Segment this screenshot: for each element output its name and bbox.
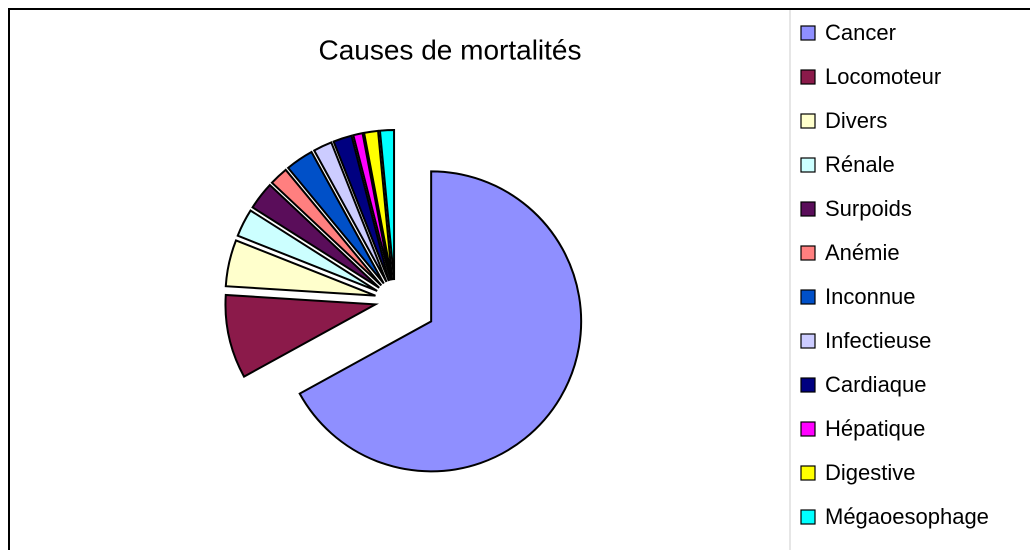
legend-label: Surpoids bbox=[825, 196, 912, 221]
legend-label: Mégaoesophage bbox=[825, 504, 989, 529]
legend-swatch bbox=[800, 333, 816, 349]
pie-slice bbox=[312, 141, 388, 283]
pie-slice bbox=[378, 129, 396, 281]
pie-slice bbox=[224, 293, 379, 378]
legend-swatch bbox=[800, 289, 816, 305]
pie-slice bbox=[270, 168, 383, 287]
pie-slice bbox=[224, 239, 376, 297]
legend-label: Cancer bbox=[825, 20, 896, 45]
legend-label: Locomoteur bbox=[825, 64, 941, 89]
legend-swatch bbox=[800, 113, 816, 129]
legend-label: Divers bbox=[825, 108, 887, 133]
legend-swatch bbox=[800, 245, 816, 261]
chart-title: Causes de mortalités bbox=[318, 34, 581, 65]
pie-slice bbox=[332, 134, 390, 282]
pie-slice bbox=[236, 209, 378, 292]
legend-swatch bbox=[800, 25, 816, 41]
legend-label: Rénale bbox=[825, 152, 895, 177]
legend-label: Infectieuse bbox=[825, 328, 931, 353]
pie-slice bbox=[352, 131, 392, 281]
pie-slice bbox=[298, 170, 583, 473]
legend-label: Hépatique bbox=[825, 416, 925, 441]
legend-swatch bbox=[800, 421, 816, 437]
legend-label: Inconnue bbox=[825, 284, 916, 309]
pie-slice bbox=[362, 129, 394, 281]
legend-swatch bbox=[800, 509, 816, 525]
legend-swatch bbox=[800, 157, 816, 173]
legend-swatch bbox=[800, 69, 816, 85]
pie-slice bbox=[251, 183, 380, 289]
legend-label: Cardiaque bbox=[825, 372, 927, 397]
legend-swatch bbox=[800, 465, 816, 481]
legend-label: Anémie bbox=[825, 240, 900, 265]
legend-label: Digestive bbox=[825, 460, 915, 485]
legend-swatch bbox=[800, 201, 816, 217]
pie-slice bbox=[286, 150, 385, 285]
legend-swatch bbox=[800, 377, 816, 393]
